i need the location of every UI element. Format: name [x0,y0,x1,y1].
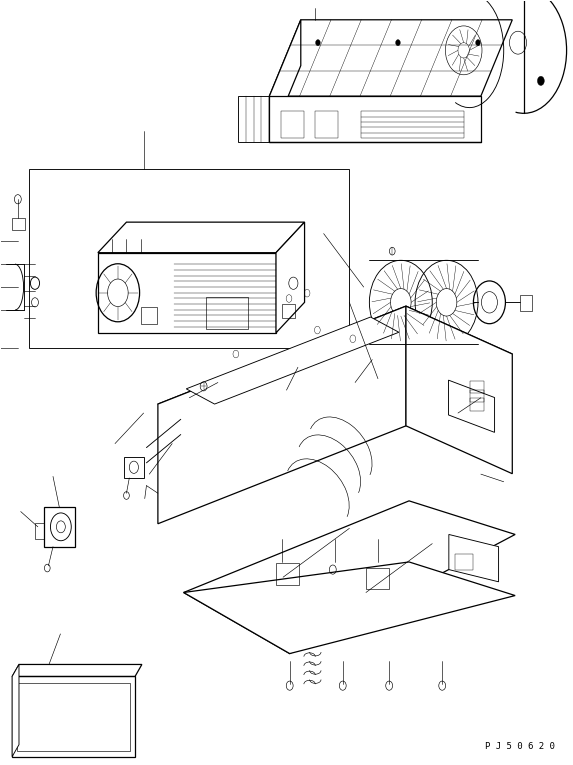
Circle shape [396,40,401,46]
Polygon shape [12,665,142,676]
Bar [98,252,276,333]
Bar [12,676,135,757]
Text: P J 5 0 6 2 0: P J 5 0 6 2 0 [485,741,555,750]
Polygon shape [269,96,481,142]
Polygon shape [183,562,515,653]
Bar [281,112,304,138]
Bar [35,522,44,539]
Bar [315,112,338,138]
Bar [470,399,484,411]
Circle shape [476,40,480,46]
Circle shape [390,247,395,255]
Circle shape [350,335,356,343]
Bar [276,564,299,585]
Bar [282,304,295,317]
Polygon shape [183,501,515,653]
Bar [366,568,389,590]
Circle shape [233,350,239,358]
Polygon shape [269,20,512,96]
Bar [456,555,473,570]
Bar [17,682,131,750]
Bar [238,96,269,142]
Bar [12,218,25,230]
Polygon shape [269,20,301,142]
Polygon shape [406,306,512,474]
Bar [470,381,484,393]
Polygon shape [186,317,399,404]
Bar [520,295,532,311]
Polygon shape [449,535,499,582]
Circle shape [537,76,544,86]
Polygon shape [276,222,305,333]
Polygon shape [449,380,494,432]
Bar [141,307,157,324]
Circle shape [316,40,320,46]
Bar [470,389,484,402]
Bar [415,344,444,394]
Bar [29,169,350,348]
Polygon shape [98,222,305,252]
Bar [361,112,464,138]
Bar [206,297,248,329]
Circle shape [315,326,320,334]
Polygon shape [158,306,406,524]
Bar [124,457,144,478]
Polygon shape [158,306,512,452]
Polygon shape [12,665,19,757]
Bar [44,507,75,547]
